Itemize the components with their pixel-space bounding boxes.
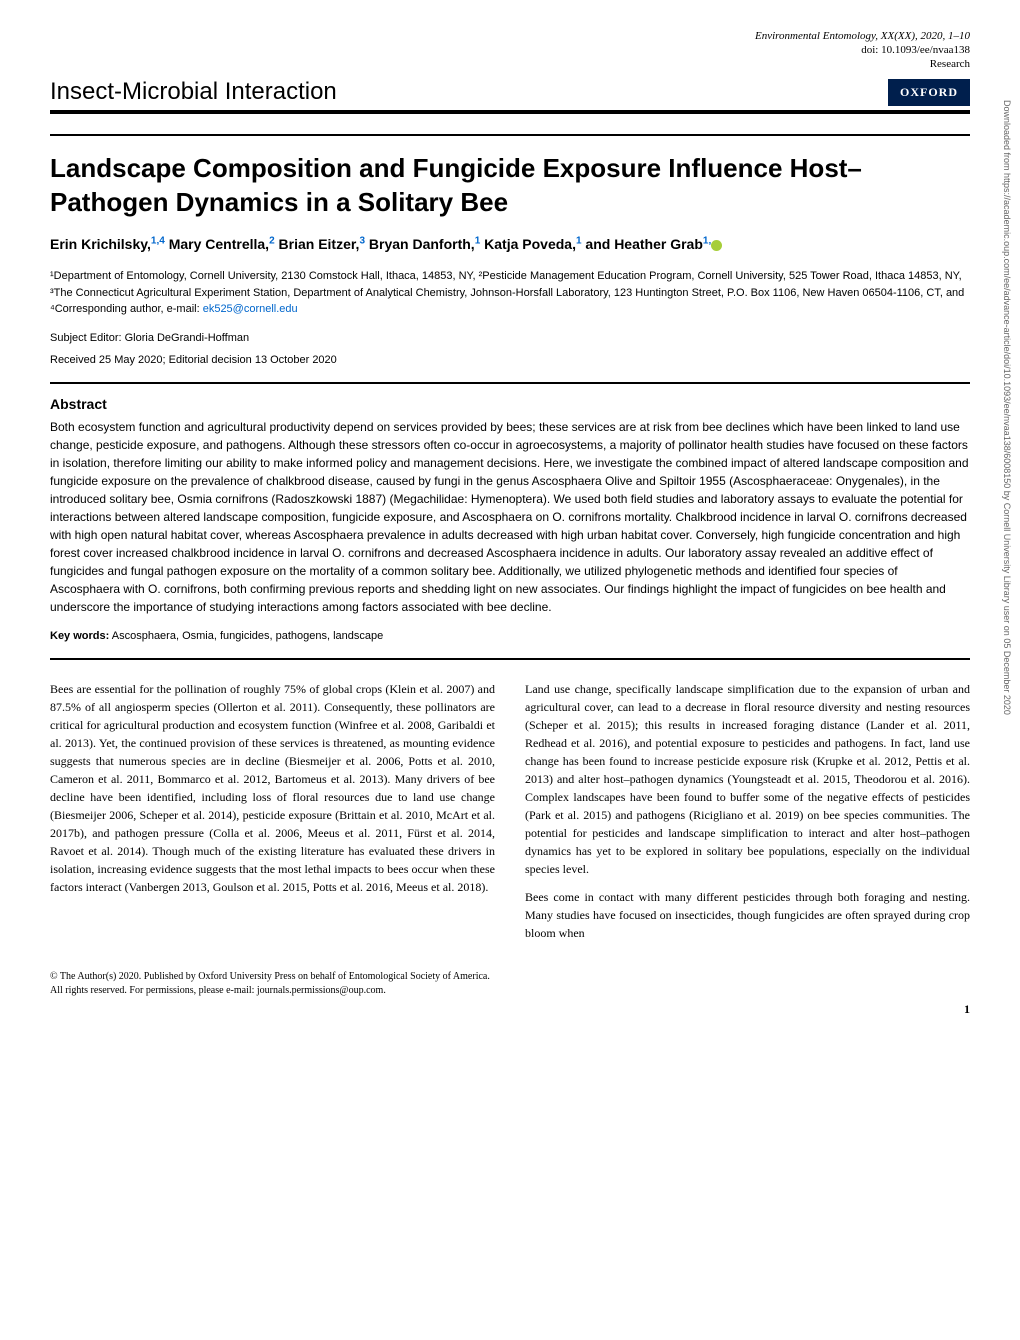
keywords-list: Ascosphaera, Osmia, fungicides, pathogen… [112,630,384,642]
header-meta: Environmental Entomology, XX(XX), 2020, … [50,30,970,70]
author-list: Erin Krichilsky,1,4 Mary Centrella,2 Bri… [50,236,970,253]
body-rule [50,658,970,660]
copyright: © The Author(s) 2020. Published by Oxfor… [50,970,970,998]
orcid-icon[interactable] [711,240,722,251]
abstract-heading: Abstract [50,396,970,412]
download-sidebar-text: Downloaded from https://academic.oup.com… [1002,100,1012,715]
journal-citation: Environmental Entomology, XX(XX), 2020, … [50,30,970,42]
body-col-left: Bees are essential for the pollination o… [50,680,495,952]
title-rule [50,134,970,136]
copyright-line-1: © The Author(s) 2020. Published by Oxfor… [50,970,970,984]
article-title: Landscape Composition and Fungicide Expo… [50,152,970,220]
subject-editor: Subject Editor: Gloria DeGrandi-Hoffman [50,332,970,344]
body-paragraph: Bees are essential for the pollination o… [50,680,495,896]
keywords-label: Key words: [50,630,109,642]
page-number: 1 [50,1002,970,1017]
affiliations-text: ¹Department of Entomology, Cornell Unive… [50,270,964,315]
publisher-badge: OXFORD [888,79,970,106]
keywords: Key words: Ascosphaera, Osmia, fungicide… [50,630,970,642]
affiliations: ¹Department of Entomology, Cornell Unive… [50,268,970,318]
body-paragraph: Land use change, specifically landscape … [525,680,970,878]
abstract-text: Both ecosystem function and agricultural… [50,418,970,616]
authors-text: Erin Krichilsky,1,4 Mary Centrella,2 Bri… [50,236,711,252]
article-type: Research [50,58,970,70]
section-name: Insect-Microbial Interaction [50,78,337,106]
body-columns: Bees are essential for the pollination o… [50,680,970,952]
doi: doi: 10.1093/ee/nvaa138 [50,44,970,56]
top-row: Insect-Microbial Interaction OXFORD [50,78,970,114]
body-paragraph: Bees come in contact with many different… [525,888,970,942]
body-col-right: Land use change, specifically landscape … [525,680,970,952]
abstract-rule [50,382,970,384]
article-dates: Received 25 May 2020; Editorial decision… [50,354,970,366]
copyright-line-2: All rights reserved. For permissions, pl… [50,984,970,998]
corresponding-email-link[interactable]: ek525@cornell.edu [203,303,298,315]
